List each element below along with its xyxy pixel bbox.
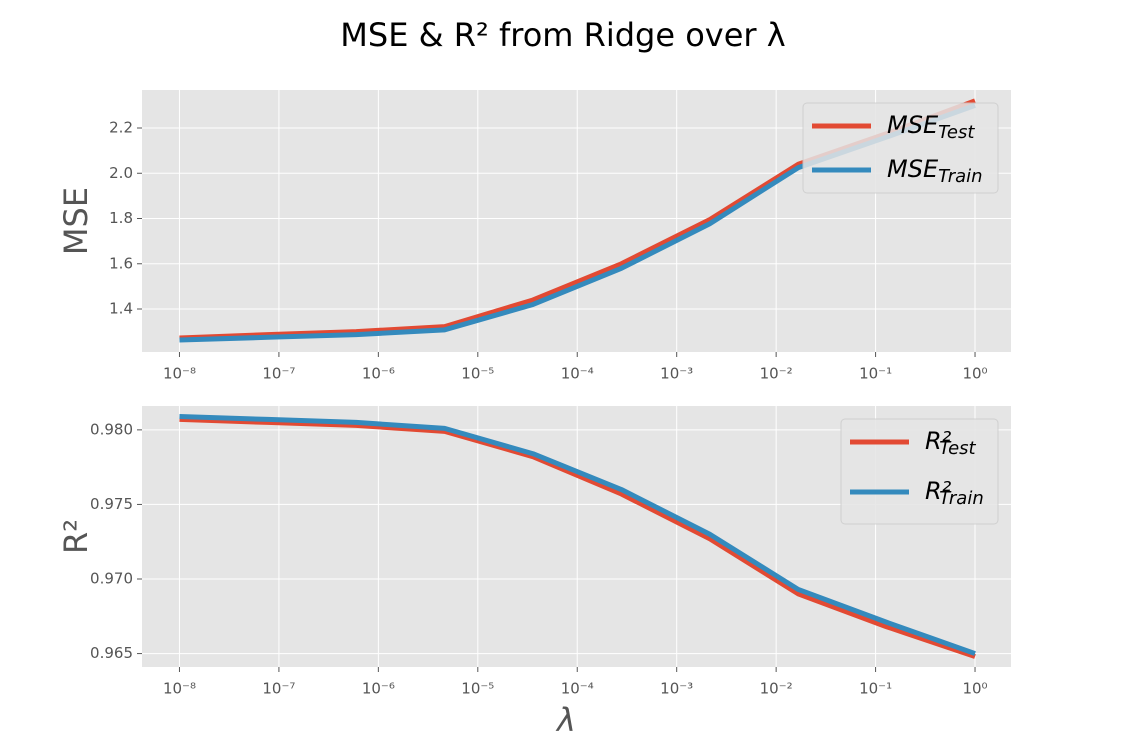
x-tick-label: 10⁻⁵ — [461, 365, 494, 383]
legend-label: R²Train — [925, 477, 984, 509]
y-tick-label: 0.965 — [90, 644, 133, 662]
legend-subscript: Test — [938, 122, 975, 143]
x-axis-label: λ — [555, 701, 576, 739]
y-tick-label: 2.2 — [109, 119, 133, 137]
y-tick-label: 1.4 — [109, 300, 133, 318]
x-tick-label: 10⁻⁷ — [262, 365, 295, 383]
x-tick-label: 10⁻³ — [660, 680, 693, 698]
x-tick-label: 10⁰ — [962, 680, 987, 698]
x-tick-label: 10⁻⁵ — [461, 680, 494, 698]
y-axis-label: MSE — [57, 187, 95, 255]
y-tick-label: 2.0 — [109, 164, 133, 182]
legend-box — [840, 418, 999, 525]
legend-label: MSETest — [887, 111, 975, 143]
y-tick-label: 0.975 — [90, 495, 133, 513]
x-tick-label: 10⁻⁴ — [561, 680, 594, 698]
x-tick-label: 10⁰ — [962, 365, 987, 383]
x-tick-label: 10⁻⁴ — [561, 365, 594, 383]
x-tick-label: 10⁻⁶ — [362, 365, 395, 383]
x-tick-label: 10⁻⁸ — [163, 365, 196, 383]
line-series — [179, 413, 976, 656]
legend-name: R² — [925, 477, 952, 505]
x-tick-label: 10⁻² — [760, 365, 793, 383]
legend-subscript: Test — [939, 438, 976, 459]
x-tick-label: 10⁻² — [760, 680, 793, 698]
y-tick-label: 0.970 — [90, 570, 133, 588]
x-tick-label: 10⁻¹ — [859, 365, 892, 383]
legend-name: MSE — [887, 155, 939, 183]
legend-label: MSETrain — [887, 155, 983, 187]
x-tick-label: 10⁻⁷ — [262, 680, 295, 698]
y-tick-label: 1.6 — [109, 254, 133, 272]
legend-name: R² — [925, 427, 952, 455]
legend-subscript: Train — [939, 488, 983, 509]
x-tick-label: 10⁻⁸ — [163, 680, 196, 698]
legend-label: R²Test — [925, 427, 977, 459]
y-tick-label: 1.8 — [109, 209, 133, 227]
line-series — [179, 416, 976, 659]
y-tick-label: 0.980 — [90, 420, 133, 438]
legend-name: MSE — [887, 111, 939, 139]
legend-subscript: Train — [938, 166, 982, 187]
y-axis-label: R² — [57, 519, 95, 554]
x-tick-label: 10⁻³ — [660, 365, 693, 383]
x-tick-label: 10⁻⁶ — [362, 680, 395, 698]
x-tick-label: 10⁻¹ — [859, 680, 892, 698]
figure-title: MSE & R² from Ridge over λ — [340, 16, 785, 54]
